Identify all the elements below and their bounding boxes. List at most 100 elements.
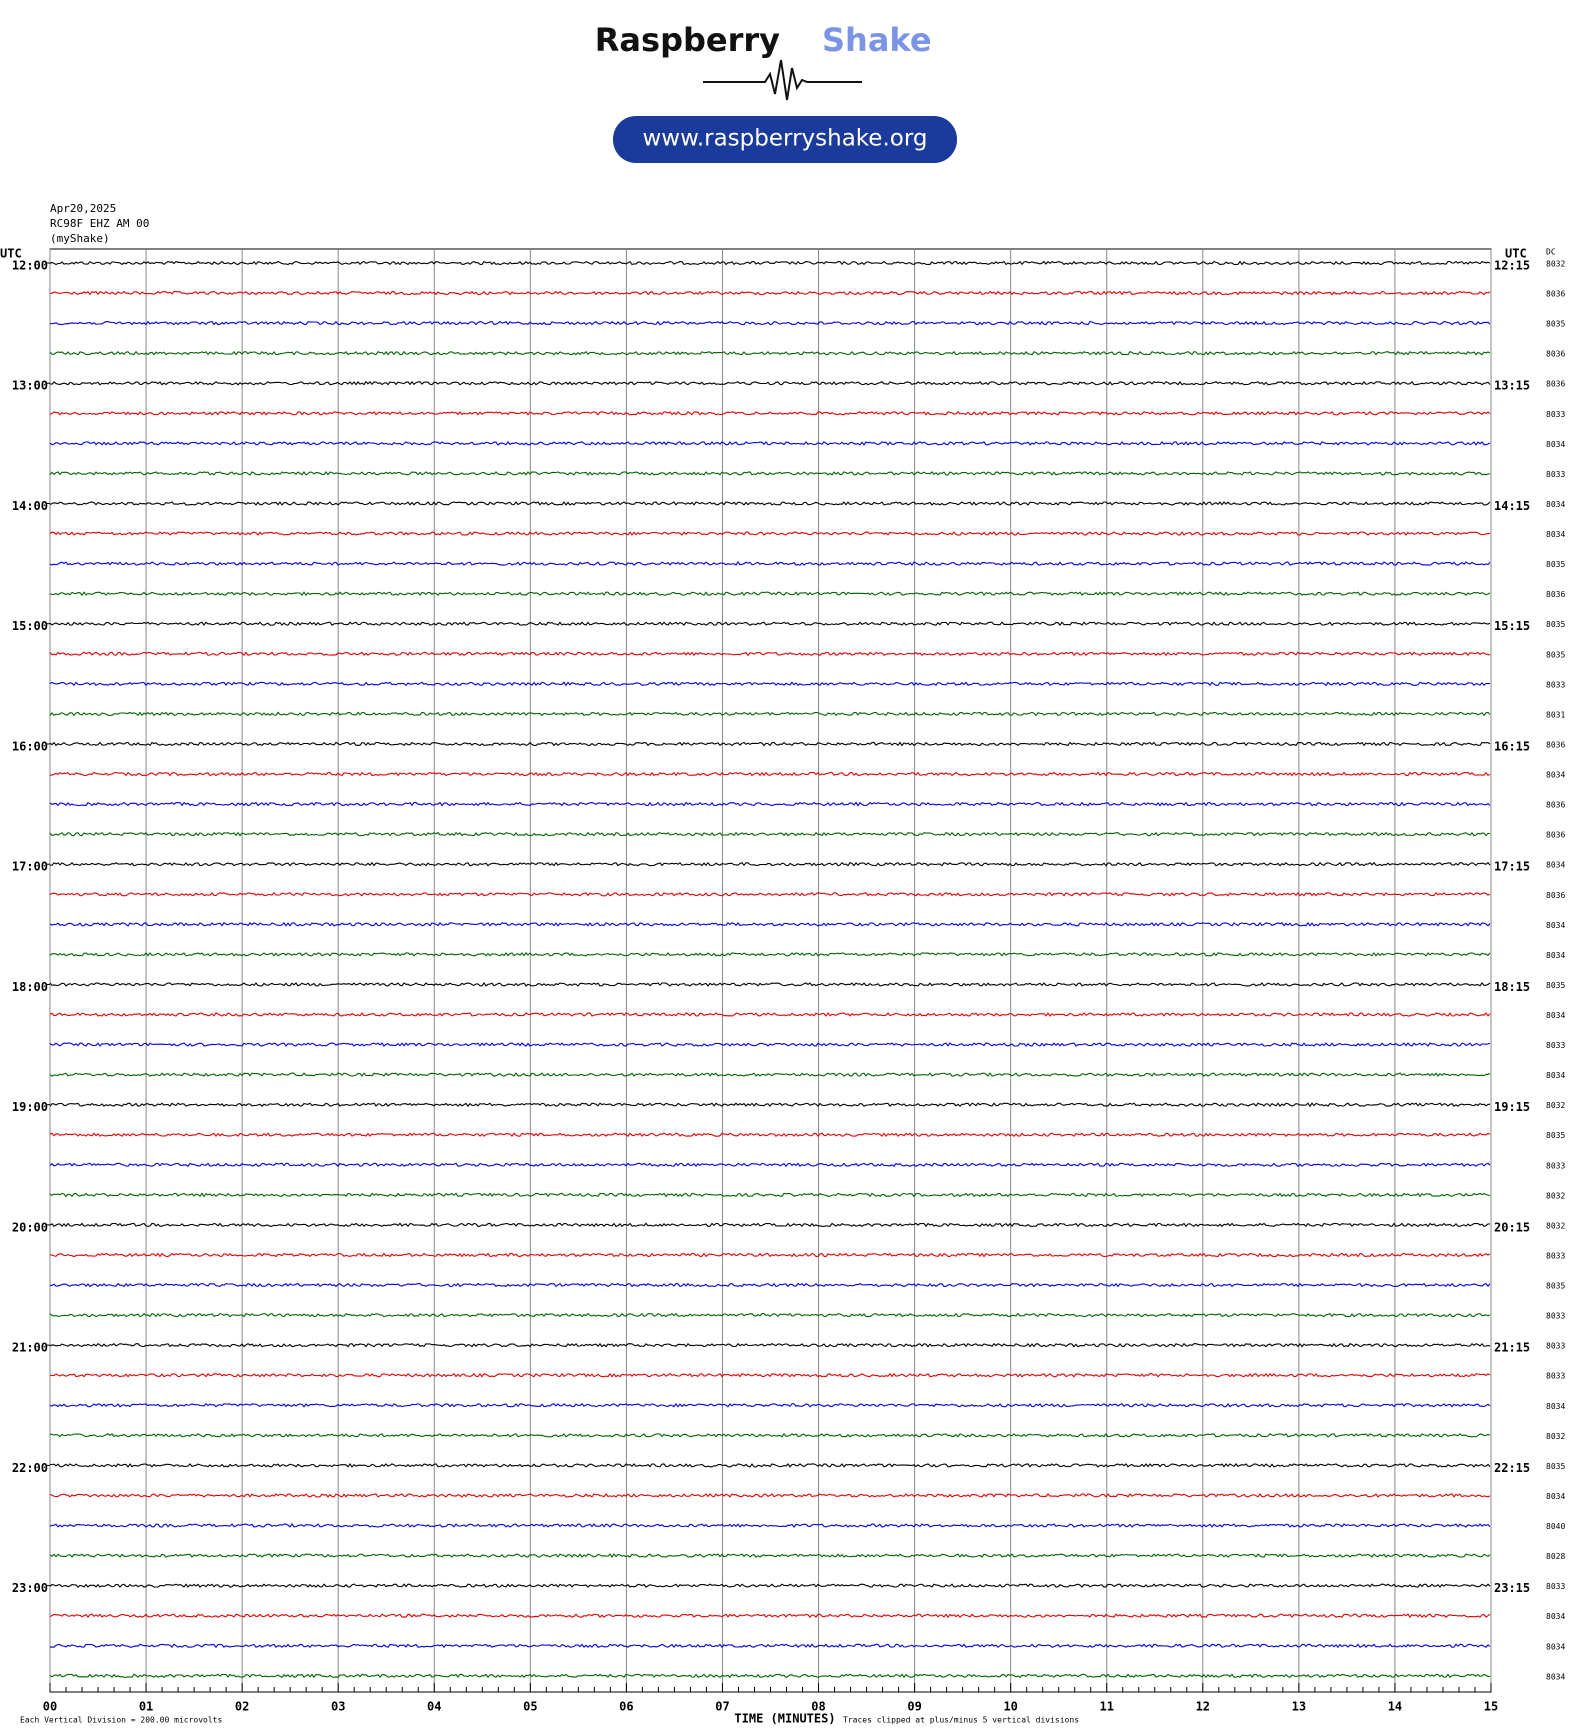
dc-value: 8033 — [1546, 1342, 1565, 1351]
trace — [49, 1613, 1491, 1619]
hour-right: 16:15 — [1494, 739, 1530, 753]
trace — [49, 350, 1491, 356]
x-tick-label: 13 — [1292, 1700, 1306, 1714]
hour-left: 15:00 — [12, 619, 48, 633]
hour-right: 17:15 — [1494, 860, 1530, 874]
trace — [49, 290, 1491, 296]
x-tick-label: 15 — [1484, 1700, 1498, 1714]
trace — [49, 1252, 1491, 1258]
dc-value: 8034 — [1546, 530, 1565, 539]
dc-label: DC — [1546, 248, 1556, 257]
trace — [49, 320, 1491, 326]
trace — [49, 621, 1491, 627]
hour-left: 12:00 — [12, 259, 48, 273]
trace — [49, 1012, 1491, 1017]
dc-value: 8036 — [1546, 801, 1565, 810]
x-tick-label: 07 — [715, 1700, 729, 1714]
hour-right: 18:15 — [1494, 980, 1530, 994]
trace — [49, 741, 1491, 747]
dc-value: 8033 — [1546, 1582, 1565, 1591]
hour-left: 18:00 — [12, 980, 48, 994]
utc-right: UTC — [1505, 247, 1527, 261]
hour-left: 19:00 — [12, 1100, 48, 1114]
dc-value: 8033 — [1546, 1372, 1565, 1381]
dc-value: 8034 — [1546, 500, 1565, 509]
trace — [50, 1432, 1491, 1438]
hour-right: 14:15 — [1494, 499, 1530, 513]
dc-value: 8034 — [1546, 440, 1565, 449]
dc-value: 8035 — [1546, 320, 1565, 329]
trace — [49, 801, 1491, 807]
trace — [49, 1312, 1491, 1318]
x-label: TIME (MINUTES) — [734, 1712, 835, 1726]
x-tick-label: 01 — [139, 1700, 153, 1714]
trace — [49, 561, 1491, 566]
dc-value: 8036 — [1546, 380, 1565, 389]
trace — [49, 440, 1491, 446]
hour-left: 22:00 — [12, 1461, 48, 1475]
hour-left: 21:00 — [12, 1341, 48, 1355]
dc-value: 8034 — [1546, 1402, 1565, 1411]
trace — [49, 1222, 1491, 1228]
hour-right: 23:15 — [1494, 1581, 1530, 1595]
dc-value: 8036 — [1546, 891, 1565, 900]
hour-left: 14:00 — [12, 499, 48, 513]
trace — [49, 531, 1491, 536]
dc-value: 8036 — [1546, 290, 1565, 299]
hour-right: 13:15 — [1494, 379, 1530, 393]
trace — [49, 981, 1491, 987]
x-tick-label: 14 — [1388, 1700, 1402, 1714]
dc-value: 8035 — [1546, 1282, 1565, 1291]
dc-value: 8035 — [1546, 981, 1565, 990]
hour-left: 13:00 — [12, 379, 48, 393]
source: (myShake) — [50, 232, 110, 245]
dc-value: 8032 — [1546, 1432, 1565, 1441]
x-tick-label: 05 — [523, 1700, 537, 1714]
dc-value: 8034 — [1546, 951, 1565, 960]
x-tick-label: 04 — [427, 1700, 441, 1714]
trace — [49, 1583, 1491, 1588]
x-tick-label: 11 — [1100, 1700, 1114, 1714]
trace — [49, 681, 1491, 687]
trace — [49, 1643, 1491, 1649]
hour-right: 20:15 — [1494, 1220, 1530, 1234]
station: RC98F EHZ AM 00 — [50, 217, 149, 230]
dc-value: 8031 — [1546, 710, 1565, 719]
hour-left: 17:00 — [12, 860, 48, 874]
x-tick-label: 09 — [907, 1700, 921, 1714]
dc-value: 8034 — [1546, 1612, 1565, 1621]
dc-value: 8034 — [1546, 1011, 1565, 1020]
hour-right: 12:15 — [1494, 259, 1530, 273]
date: Apr20,2025 — [50, 202, 116, 215]
trace — [49, 1493, 1491, 1498]
x-tick-label: 03 — [331, 1700, 345, 1714]
dc-value: 8034 — [1546, 1642, 1565, 1651]
dc-value: 8033 — [1546, 470, 1565, 479]
trace — [49, 1673, 1491, 1679]
dc-value: 8032 — [1546, 1191, 1565, 1200]
trace — [49, 1162, 1491, 1168]
dc-value: 8035 — [1546, 1462, 1565, 1471]
dc-value: 8034 — [1546, 1071, 1565, 1080]
brand-1: Raspberry — [595, 21, 780, 59]
trace — [49, 831, 1491, 837]
dc-value: 8036 — [1546, 350, 1565, 359]
trace — [49, 1042, 1491, 1047]
trace — [49, 1463, 1491, 1468]
trace — [49, 711, 1491, 717]
trace — [49, 891, 1491, 897]
trace — [49, 501, 1491, 506]
hour-left: 16:00 — [12, 739, 48, 753]
trace — [49, 470, 1491, 476]
logo-wave — [703, 59, 862, 101]
dc-value: 8034 — [1546, 861, 1565, 870]
dc-value: 8033 — [1546, 410, 1565, 419]
url-pill — [613, 116, 957, 163]
url: www.raspberryshake.org — [643, 126, 928, 152]
trace — [49, 921, 1491, 927]
utc-left: UTC — [0, 247, 22, 261]
trace — [49, 1132, 1491, 1138]
x-tick-label: 12 — [1196, 1700, 1210, 1714]
trace — [49, 1102, 1491, 1108]
